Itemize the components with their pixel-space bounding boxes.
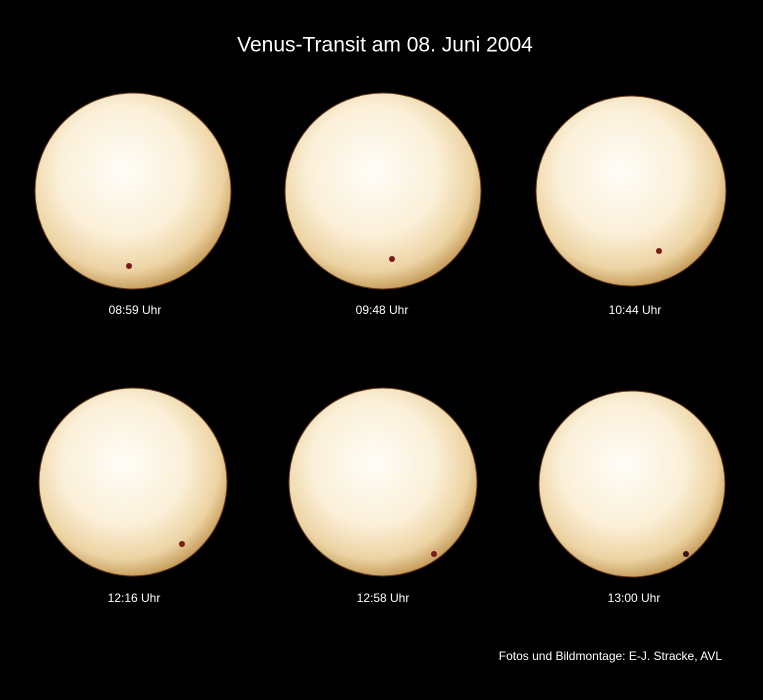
- venus: [683, 551, 689, 557]
- sun-disc: [535, 95, 727, 287]
- sun-disc: [38, 387, 228, 577]
- time-label: 12:58 Uhr: [357, 591, 410, 605]
- time-label: 10:44 Uhr: [609, 303, 662, 317]
- venus: [126, 263, 132, 269]
- venus: [389, 256, 395, 262]
- sun-disc: [284, 92, 482, 290]
- venus: [179, 541, 185, 547]
- time-label: 13:00 Uhr: [608, 591, 661, 605]
- sun-disc: [288, 387, 478, 577]
- panel: 12:58 Uhr: [288, 387, 478, 605]
- credit: Fotos und Bildmontage: E-J. Stracke, AVL: [499, 649, 723, 663]
- sun-disc: [538, 390, 726, 578]
- title: Venus-Transit am 08. Juni 2004: [237, 34, 533, 57]
- panel: 13:00 Uhr: [538, 390, 726, 605]
- panel: 12:16 Uhr: [38, 387, 228, 605]
- time-label: 09:48 Uhr: [356, 303, 409, 317]
- venus: [431, 551, 437, 557]
- panel: 08:59 Uhr: [34, 92, 232, 317]
- panel: 09:48 Uhr: [284, 92, 482, 317]
- venus: [656, 248, 662, 254]
- time-label: 08:59 Uhr: [109, 303, 162, 317]
- panel: 10:44 Uhr: [535, 95, 727, 317]
- time-label: 12:16 Uhr: [108, 591, 161, 605]
- sun-disc: [34, 92, 232, 290]
